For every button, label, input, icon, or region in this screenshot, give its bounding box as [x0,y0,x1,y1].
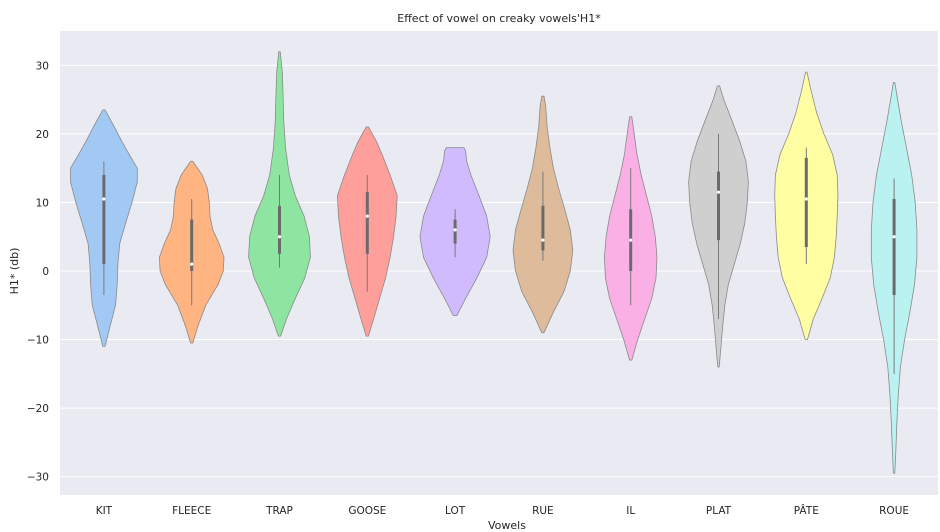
violin-median [804,197,808,201]
y-tick-label: −20 [27,403,49,415]
violin [159,160,225,344]
violin [512,95,574,334]
violin [870,82,918,474]
y-tick-label: 20 [36,129,49,141]
y-tick-label: 30 [36,60,49,72]
x-tick-label: PÂTE [794,504,819,517]
violin-median [716,190,721,194]
violin [774,71,839,340]
x-tick-label: FLEECE [172,505,211,517]
x-axis-label: Vowels [488,519,526,532]
x-tick-label: KIT [96,505,113,517]
y-tick-labels: 30 20 10 0 −10 −20 −30 [27,60,49,483]
y-tick-label: −10 [27,335,49,347]
x-tick-label: LOT [445,505,466,517]
violin-median [190,262,194,266]
violin-median [629,238,633,242]
y-tick-label: 0 [42,266,49,278]
y-tick-label: −30 [27,472,49,484]
violin [419,147,491,316]
violin-median [102,197,106,201]
x-tick-labels: KIT FLEECE TRAP GOOSE LOT RUE IL PLAT PÂTE ROUE [96,504,909,517]
x-tick-label: IL [626,505,635,517]
violins [70,51,918,474]
x-tick-label: ROUE [879,505,909,517]
violin-median [365,214,369,218]
violin [337,126,398,337]
violin-median [277,235,282,239]
violin-median [541,238,545,242]
violin-median [892,235,896,239]
violin [688,85,749,368]
x-tick-label: GOOSE [348,505,386,517]
x-tick-label: TRAP [265,505,293,517]
chart-title: Effect of vowel on creaky vowels'H1* [397,12,601,25]
violin-median [453,228,457,232]
violin [604,116,658,361]
x-tick-label: PLAT [706,505,732,517]
y-tick-label: 10 [36,197,49,209]
violin [248,51,311,337]
violin [70,109,138,347]
y-axis-label: H1* (db) [8,248,21,295]
x-tick-label: RUE [532,505,554,517]
